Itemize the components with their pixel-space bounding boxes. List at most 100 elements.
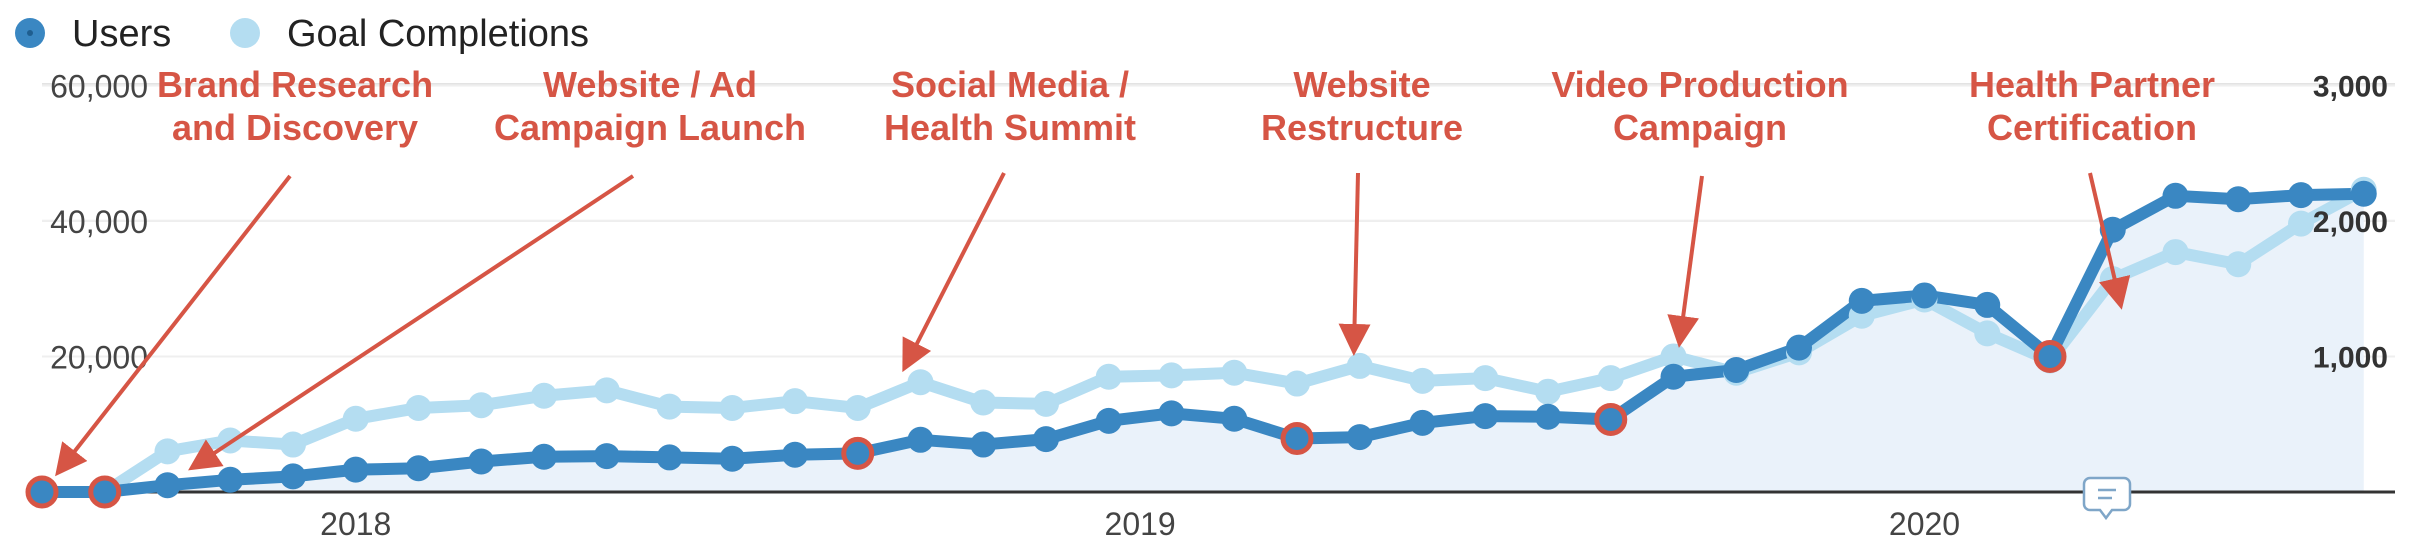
data-point[interactable] <box>1284 370 1310 397</box>
annotation-label: Website <box>1293 64 1430 105</box>
data-point[interactable] <box>342 405 369 432</box>
data-point[interactable] <box>1597 406 1624 433</box>
data-point[interactable] <box>1723 357 1750 383</box>
x-tick-label: 2020 <box>1889 506 1960 542</box>
data-point[interactable] <box>1974 291 2001 318</box>
data-point[interactable] <box>2288 182 2314 209</box>
data-point[interactable] <box>970 431 997 458</box>
data-point[interactable] <box>782 388 808 415</box>
data-point[interactable] <box>342 456 369 483</box>
data-point[interactable] <box>2225 186 2252 213</box>
axis-ticks: 20,000 40,000 60,000 1,000 2,000 3,000 2018 201… <box>50 68 2388 542</box>
data-point[interactable] <box>468 392 495 419</box>
data-point[interactable] <box>1346 352 1373 379</box>
highlight-ring <box>1280 421 1314 455</box>
data-point[interactable] <box>1033 390 1059 417</box>
data-point[interactable] <box>719 445 746 472</box>
data-point[interactable] <box>1535 403 1561 430</box>
annotation: Social Media /Health Summit <box>884 64 1136 373</box>
data-point[interactable] <box>1158 400 1185 427</box>
data-point[interactable] <box>154 438 181 465</box>
annotation-arrow <box>55 174 292 477</box>
data-point[interactable] <box>2288 210 2314 237</box>
data-point[interactable] <box>1660 363 1687 390</box>
data-point[interactable] <box>1597 365 1624 392</box>
data-point[interactable] <box>782 441 808 468</box>
data-point[interactable] <box>217 466 244 493</box>
data-point[interactable] <box>1033 426 1059 453</box>
data-point[interactable] <box>593 377 620 404</box>
annotation-arrow <box>1667 175 1704 348</box>
data-point[interactable] <box>656 393 683 420</box>
data-point[interactable] <box>91 479 118 505</box>
data-point[interactable] <box>1409 367 1436 394</box>
data-point[interactable] <box>154 472 181 499</box>
data-point[interactable] <box>1221 405 1248 432</box>
comment-icon[interactable] <box>2082 476 2132 521</box>
data-point[interactable] <box>280 463 306 490</box>
data-point[interactable] <box>593 443 620 470</box>
data-point[interactable] <box>2225 251 2252 278</box>
data-point[interactable] <box>1660 343 1687 370</box>
annotation-arrow <box>2088 172 2131 310</box>
data-point[interactable] <box>1472 403 1499 430</box>
data-point[interactable] <box>1221 359 1248 386</box>
annotation-label: Social Media / <box>891 64 1129 105</box>
annotation-label: and Discovery <box>172 107 418 148</box>
legend-item[interactable]: Goal Completions <box>230 13 589 55</box>
annotation-label: Website / Ad <box>543 64 757 105</box>
data-point[interactable] <box>1095 363 1122 390</box>
annotation-arrow <box>902 172 1006 373</box>
data-point[interactable] <box>468 448 495 475</box>
data-point[interactable] <box>1095 407 1122 434</box>
data-point[interactable] <box>907 369 934 396</box>
data-point[interactable] <box>2162 182 2189 209</box>
data-point[interactable] <box>531 443 557 470</box>
legend-label: Goal Completions <box>287 13 589 55</box>
data-point[interactable] <box>1409 409 1436 436</box>
y-right-tick-label: 3,000 <box>2313 70 2388 103</box>
annotation-label: Restructure <box>1261 107 1463 148</box>
annotation-arrow <box>188 174 635 471</box>
y-left-tick-label: 40,000 <box>50 204 148 240</box>
data-point[interactable] <box>2162 239 2189 266</box>
data-point[interactable] <box>405 394 432 421</box>
data-point[interactable] <box>907 426 934 453</box>
data-point[interactable] <box>1848 287 1875 314</box>
data-point[interactable] <box>2037 343 2063 370</box>
highlight-ring <box>1594 402 1628 436</box>
data-point[interactable] <box>280 431 306 458</box>
legend-marker-dot <box>27 30 33 36</box>
data-point[interactable] <box>1535 378 1561 405</box>
data-point[interactable] <box>1158 362 1185 389</box>
x-tick-label: 2019 <box>1105 506 1176 542</box>
highlight-ring <box>88 475 122 509</box>
data-point[interactable] <box>2350 180 2377 207</box>
data-point[interactable] <box>1346 424 1373 451</box>
data-point[interactable] <box>656 444 683 471</box>
y-left-tick-label: 60,000 <box>50 68 148 104</box>
data-point[interactable] <box>844 394 871 421</box>
data-point[interactable] <box>405 455 432 482</box>
annotation-label: Campaign <box>1613 107 1787 148</box>
y-right-tick-label: 2,000 <box>2313 206 2388 239</box>
data-point[interactable] <box>1911 282 1938 309</box>
data-point[interactable] <box>531 382 557 409</box>
annotation-label: Video Production <box>1551 64 1848 105</box>
data-point[interactable] <box>1284 425 1310 452</box>
users-area <box>42 193 2395 494</box>
data-point[interactable] <box>719 394 746 421</box>
data-point[interactable] <box>970 389 997 416</box>
annotation-label: Brand Research <box>157 64 433 105</box>
data-point[interactable] <box>1974 320 2001 347</box>
data-point[interactable] <box>29 479 55 505</box>
legend: Users Goal Completions <box>15 13 589 55</box>
x-tick-label: 2018 <box>320 506 391 542</box>
legend-marker-icon <box>230 18 260 48</box>
data-point[interactable] <box>1786 334 1812 361</box>
legend-item[interactable]: Users <box>15 13 171 55</box>
data-point[interactable] <box>1472 365 1499 392</box>
data-point[interactable] <box>844 440 871 467</box>
